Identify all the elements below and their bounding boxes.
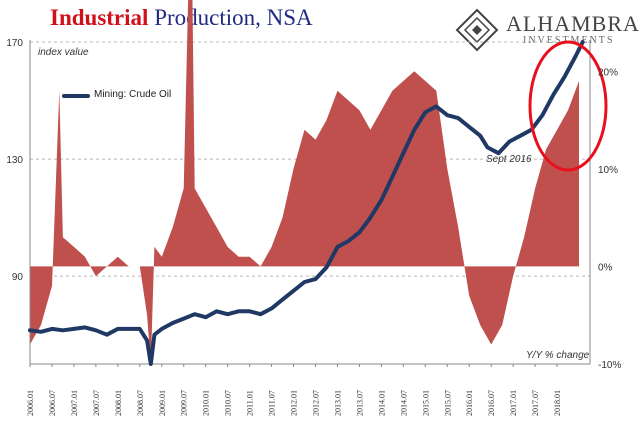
left-tick-label: 90 — [12, 272, 24, 283]
right-tick-label: -10% — [598, 360, 621, 371]
right-tick-label: 10% — [598, 165, 618, 176]
x-tick-label: 2017.01 — [509, 390, 518, 416]
brand-subtitle: INVESTMENTS — [523, 35, 615, 46]
highlight-circle — [528, 40, 608, 172]
x-tick-label: 2008.01 — [114, 390, 123, 416]
x-tick-label: 2008.07 — [136, 390, 145, 416]
x-tick-label: 2007.07 — [92, 390, 101, 416]
right-tick-label: 20% — [598, 67, 618, 78]
x-tick-label: 2006.01 — [26, 390, 35, 416]
x-tick-label: 2014.01 — [377, 390, 386, 416]
x-tick-label: 2010.07 — [224, 390, 233, 416]
brand: ALHAMBRA INVESTMENTS — [455, 8, 639, 52]
x-tick-label: 2017.07 — [531, 390, 540, 416]
x-tick-label: 2012.01 — [290, 390, 299, 416]
x-tick-label: 2013.01 — [333, 390, 342, 416]
x-tick-label: 2010.01 — [202, 390, 211, 416]
alhambra-logo-icon — [455, 8, 499, 52]
right-tick-label: 0% — [598, 262, 613, 273]
crude-oil-line — [28, 40, 585, 366]
chart-title-part1: Industrial — [50, 5, 149, 30]
chart-title-part2: Production, NSA — [154, 5, 313, 30]
annotation-sept-2016: Sept 2016 — [486, 154, 532, 165]
x-tick-label: 2011.01 — [246, 390, 255, 416]
x-tick-label: 2018.01 — [553, 390, 562, 416]
x-tick-label: 2015.07 — [443, 390, 452, 416]
brand-name: ALHAMBRA — [506, 11, 640, 36]
x-tick-label: 2009.07 — [180, 390, 189, 416]
yoy-area — [30, 0, 580, 364]
left-axis-label: index value — [38, 47, 89, 58]
x-tick-label: 2006.07 — [48, 390, 57, 416]
x-tick-label: 2009.01 — [158, 390, 167, 416]
chart-title: Industrial Production, NSA — [50, 5, 313, 31]
x-tick-label: 2014.07 — [399, 390, 408, 416]
left-tick-label: 170 — [6, 38, 23, 49]
x-tick-label: 2016.07 — [487, 390, 496, 416]
x-tick-label: 2012.07 — [311, 390, 320, 416]
x-tick-label: 2007.01 — [70, 390, 79, 416]
x-tick-label: 2011.07 — [268, 390, 277, 416]
legend-swatch-crude-oil — [62, 94, 90, 98]
x-tick-label: 2013.07 — [355, 390, 364, 416]
legend-label-crude-oil: Mining: Crude Oil — [94, 89, 172, 100]
right-axis-label: Y/Y % change — [526, 350, 590, 361]
x-tick-label: 2016.01 — [465, 390, 474, 416]
x-tick-label: 2015.01 — [421, 390, 430, 416]
left-tick-label: 130 — [6, 155, 23, 166]
